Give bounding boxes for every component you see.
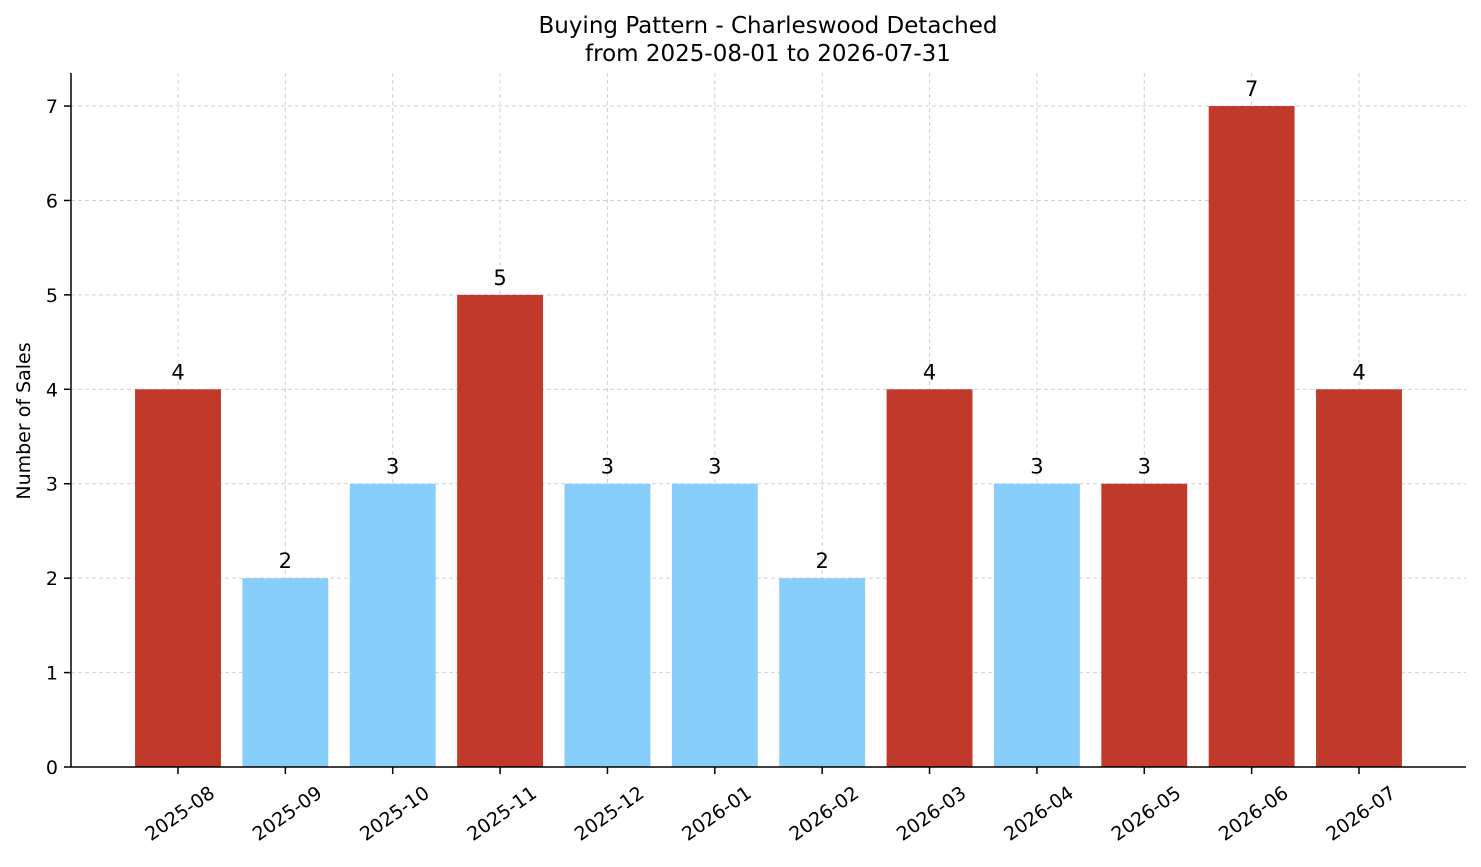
bar-2025-09 <box>242 578 329 767</box>
y-tick-label: 7 <box>46 96 58 118</box>
y-tick-label: 1 <box>46 663 58 685</box>
bar-2025-08 <box>135 389 221 767</box>
y-tick-label: 5 <box>46 285 58 307</box>
axes <box>64 73 1466 774</box>
y-tick-label: 2 <box>46 568 58 590</box>
x-tick-label: 2025-10 <box>356 782 434 846</box>
bar-2026-02 <box>779 578 866 767</box>
x-tick-label: 2026-04 <box>1000 782 1078 846</box>
bar-2025-11 <box>457 294 544 767</box>
x-tick-label: 2026-01 <box>678 782 756 846</box>
x-tick-label: 2026-03 <box>893 782 971 846</box>
y-axis-label: Number of Sales <box>13 342 35 499</box>
bar-value-label: 3 <box>386 455 399 479</box>
bar-value-label: 3 <box>708 455 721 479</box>
bar-2026-07 <box>1316 389 1402 767</box>
bars <box>135 106 1402 768</box>
bar-value-label: 3 <box>1138 455 1151 479</box>
bar-value-label: 4 <box>171 360 184 384</box>
bar-value-label: 2 <box>279 549 292 573</box>
chart-subtitle: from 2025-08-01 to 2026-07-31 <box>585 41 951 67</box>
y-tick-label: 4 <box>46 379 58 401</box>
bar-2026-01 <box>671 483 758 767</box>
bar-value-label: 4 <box>1352 360 1365 384</box>
bar-value-label: 3 <box>601 455 614 479</box>
x-tick-label: 2025-09 <box>249 782 327 846</box>
bar-value-label: 7 <box>1245 77 1258 101</box>
bar-2026-06 <box>1208 106 1295 768</box>
bar-2026-03 <box>886 389 973 767</box>
bar-2025-12 <box>564 483 651 767</box>
x-tick-label: 2025-08 <box>141 782 219 846</box>
bar-2026-04 <box>993 483 1080 767</box>
bar-value-label: 2 <box>815 549 828 573</box>
bar-value-label: 5 <box>493 266 506 290</box>
bar-2025-10 <box>349 483 436 767</box>
x-tick-label: 2026-06 <box>1215 782 1293 846</box>
y-tick-label: 3 <box>46 474 58 496</box>
bar-2026-05 <box>1101 483 1188 767</box>
y-tick-label: 6 <box>46 190 58 212</box>
bar-value-label: 3 <box>1030 455 1043 479</box>
x-tick-label: 2026-07 <box>1322 782 1400 846</box>
x-tick-label: 2025-11 <box>463 782 541 846</box>
x-tick-label: 2026-05 <box>1107 782 1185 846</box>
chart-title: Buying Pattern - Charleswood Detached <box>538 13 997 39</box>
x-tick-label: 2025-12 <box>571 782 649 846</box>
bar-value-label: 4 <box>923 360 936 384</box>
y-tick-label: 0 <box>46 757 58 779</box>
x-tick-label: 2026-02 <box>785 782 863 846</box>
